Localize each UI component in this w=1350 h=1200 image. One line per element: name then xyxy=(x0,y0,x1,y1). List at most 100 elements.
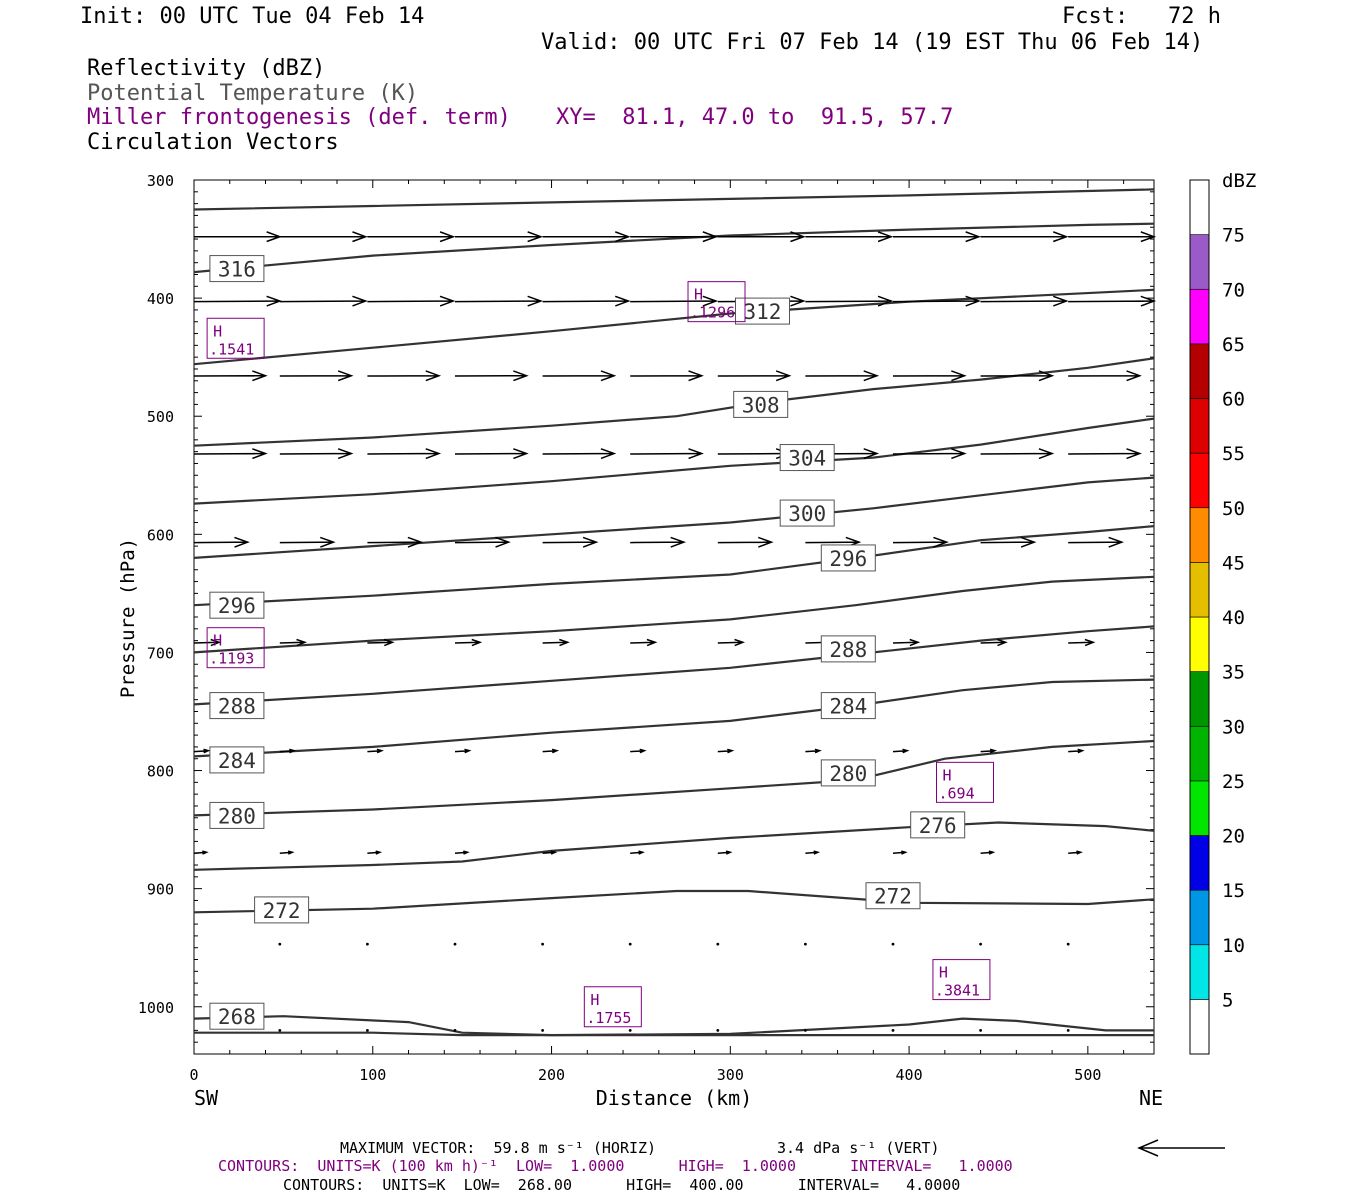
x-axis-label: Distance (km) xyxy=(596,1086,753,1110)
circulation-vector xyxy=(367,295,456,307)
circulation-vector xyxy=(455,231,544,243)
contour-label: 288 xyxy=(218,695,256,719)
circulation-vector xyxy=(279,295,368,307)
h-marker-box xyxy=(583,986,642,1028)
max-vector-horiz: MAXIMUM VECTOR: 59.8 m s⁻¹ (HORIZ) xyxy=(340,1139,657,1157)
circulation-vector xyxy=(541,1028,545,1032)
contour-label-box xyxy=(209,255,265,283)
circulation-vector xyxy=(455,370,529,382)
contour-label: 296 xyxy=(829,547,867,571)
y-tick-label: 400 xyxy=(147,290,174,308)
colorbar-segment xyxy=(1189,234,1210,290)
colorbar-segment xyxy=(1189,999,1210,1055)
circulation-vector xyxy=(630,295,719,307)
circulation-title: Circulation Vectors xyxy=(87,130,339,155)
h-marker-box xyxy=(206,627,265,669)
contour-label: 288 xyxy=(829,638,867,662)
init-time: Init: 00 UTC Tue 04 Feb 14 xyxy=(80,4,425,29)
circulation-vector xyxy=(803,942,807,946)
circulation-vector xyxy=(892,748,910,754)
colorbar-segment xyxy=(1189,835,1210,891)
circulation-vector xyxy=(1068,748,1085,754)
circulation-vector xyxy=(454,536,511,548)
circulation-vector xyxy=(630,370,704,382)
colorbar-label: 25 xyxy=(1222,771,1245,793)
contour-label-box xyxy=(209,692,265,720)
circulation-vector xyxy=(892,448,967,460)
colorbar-segment xyxy=(1189,398,1210,454)
colorbar-segment xyxy=(1189,507,1210,563)
theta-contour-272 xyxy=(193,889,1155,914)
contour-label: 308 xyxy=(742,393,780,417)
circulation-vector xyxy=(193,448,268,460)
contour-label-box xyxy=(820,544,876,572)
circulation-vector xyxy=(1068,850,1083,855)
circulation-vector xyxy=(542,370,617,382)
circulation-vector xyxy=(367,448,442,460)
contour-label: 272 xyxy=(874,885,912,909)
theta-contour-316 xyxy=(193,222,1155,274)
circulation-vector xyxy=(367,370,442,382)
contours-theta: CONTOURS: UNITS=K LOW= 268.00 HIGH= 400.… xyxy=(283,1176,961,1194)
y-tick-label: 900 xyxy=(147,881,174,899)
circulation-vector xyxy=(628,942,632,946)
circulation-vector xyxy=(892,536,949,548)
circulation-vector xyxy=(366,1028,369,1032)
circulation-vector xyxy=(980,295,1069,307)
circulation-vector xyxy=(717,850,733,855)
h-marker-value: .1541 xyxy=(209,340,254,358)
h-marker-letter: H xyxy=(590,991,599,1009)
circulation-vector xyxy=(892,295,981,307)
h-marker-letter: H xyxy=(939,964,948,982)
h-marker-box xyxy=(687,281,746,323)
theta-contour-320 xyxy=(193,188,1155,211)
circulation-vector xyxy=(1068,638,1096,647)
h-marker-letter: H xyxy=(694,286,703,304)
y-axis-label: Pressure (hPa) xyxy=(117,538,139,698)
circulation-vector xyxy=(717,638,746,647)
colorbar-label: 45 xyxy=(1222,552,1245,574)
contour-label-box xyxy=(910,811,966,839)
circulation-vector xyxy=(805,748,822,754)
circulation-vector xyxy=(803,1028,807,1032)
circulation-vector xyxy=(193,370,268,382)
colorbar-label: 50 xyxy=(1222,498,1245,520)
circulation-vector xyxy=(717,536,774,548)
colorbar-unit: dBZ xyxy=(1222,170,1256,192)
contour-label-box xyxy=(209,1002,265,1030)
contour-label: 316 xyxy=(218,258,256,282)
circulation-vector xyxy=(454,850,470,855)
x-tick-label: 400 xyxy=(896,1066,923,1084)
circulation-vector xyxy=(805,295,894,307)
contour-label-box xyxy=(209,801,265,829)
colorbar-segment xyxy=(1189,343,1210,399)
miller-title: Miller frontogenesis (def. term) xyxy=(87,105,511,130)
circulation-vector xyxy=(542,231,631,243)
theta-contour-312 xyxy=(193,288,1155,366)
xy-coordinates: XY= 81.1, 47.0 to 91.5, 57.7 xyxy=(556,105,954,130)
contour-label-box xyxy=(820,635,876,663)
contour-label-box xyxy=(254,896,310,924)
contour-label: 296 xyxy=(218,594,256,618)
contour-label: 268 xyxy=(218,1005,256,1029)
contour-label: 272 xyxy=(263,899,301,923)
circulation-vector xyxy=(630,448,704,460)
y-tick-label: 1000 xyxy=(138,999,174,1017)
circulation-vector xyxy=(453,1028,457,1032)
ne-label: NE xyxy=(1139,1086,1163,1110)
theta-contour-288 xyxy=(193,625,1155,706)
circulation-vector xyxy=(193,536,250,548)
circulation-vector xyxy=(892,231,981,243)
circulation-vector xyxy=(630,850,645,855)
h-marker-value: .1296 xyxy=(690,304,735,322)
circulation-vector xyxy=(1068,448,1142,460)
y-tick-label: 800 xyxy=(147,763,174,781)
circulation-vector xyxy=(367,850,383,855)
circulation-vector xyxy=(454,748,472,754)
colorbar-segment xyxy=(1189,616,1210,672)
circulation-vector xyxy=(716,942,720,946)
y-tick-label: 700 xyxy=(147,644,174,662)
circulation-vector xyxy=(1068,370,1142,382)
contour-label: 304 xyxy=(788,447,826,471)
